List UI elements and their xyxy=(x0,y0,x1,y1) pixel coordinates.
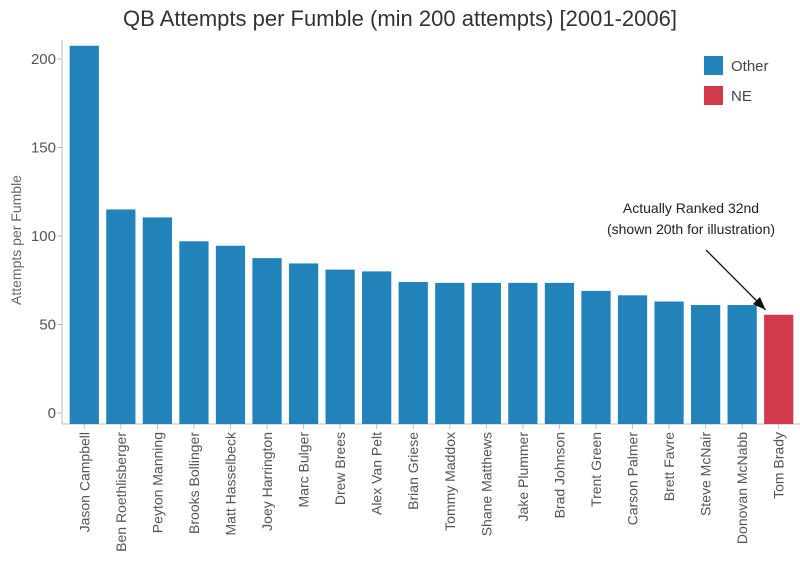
y-tick-label: 200 xyxy=(31,51,56,68)
bar-drew-brees xyxy=(325,269,355,424)
legend: Other NE xyxy=(704,56,769,105)
bar-jason-campbell xyxy=(69,45,99,424)
bar-brian-griese xyxy=(398,282,428,424)
legend-label: NE xyxy=(731,88,752,105)
legend-swatch xyxy=(704,56,723,75)
bar-trent-green xyxy=(581,290,611,424)
bar-matt-hasselbeck xyxy=(215,245,246,424)
bar-alex-van-pelt xyxy=(362,271,392,424)
category-label: Trent Green xyxy=(588,432,604,507)
category-label: Brett Favre xyxy=(661,432,677,501)
category-label: Steve McNair xyxy=(698,432,714,516)
category-label: Alex Van Pelt xyxy=(369,432,385,515)
bar-carson-palmer xyxy=(617,295,648,424)
category-label: Jason Campbell xyxy=(76,432,92,532)
category-label: Tommy Maddox xyxy=(442,432,458,531)
y-tick-label: 50 xyxy=(39,317,56,334)
bar-joey-harrington xyxy=(252,258,282,425)
category-label: Ben Roethlisberger xyxy=(113,432,129,552)
bar-donovan-mcnabb xyxy=(727,305,757,424)
legend-label: Other xyxy=(731,58,769,75)
chart-title: QB Attempts per Fumble (min 200 attempts… xyxy=(123,6,677,31)
category-label: Jake Plummer xyxy=(515,432,531,522)
annotation-text: (shown 20th for illustration) xyxy=(607,221,775,237)
category-label: Brooks Bollinger xyxy=(186,432,202,534)
category-label: Brian Griese xyxy=(405,432,421,510)
bar-brad-johnson xyxy=(544,282,575,424)
bar-jake-plummer xyxy=(508,282,538,424)
annotation-arrow-line xyxy=(705,249,767,311)
y-tick-label: 150 xyxy=(31,140,56,157)
category-label: Marc Bulger xyxy=(296,432,312,508)
annotation-text: Actually Ranked 32nd xyxy=(623,200,759,216)
bar-brett-favre xyxy=(654,301,684,424)
y-tick-label: 100 xyxy=(31,228,56,245)
category-labels: Jason Campbell Ben Roethlisberger Peyton M… xyxy=(76,424,787,552)
bar-marc-bulger xyxy=(288,263,319,424)
legend-swatch xyxy=(704,86,723,105)
bar-peyton-manning xyxy=(142,217,172,424)
category-label: Donovan McNabb xyxy=(734,432,750,544)
category-label: Carson Palmer xyxy=(625,432,641,526)
bar-shane-matthews xyxy=(471,282,501,424)
y-axis-title: Attempts per Fumble xyxy=(8,175,24,305)
bar-brooks-bollinger xyxy=(179,241,209,424)
category-label: Tom Brady xyxy=(771,432,787,499)
category-label: Brad Johnson xyxy=(551,432,567,518)
category-label: Matt Hasselbeck xyxy=(222,431,238,535)
y-tick-label: 0 xyxy=(48,405,56,422)
category-label: Peyton Manning xyxy=(149,432,165,533)
bars xyxy=(69,45,794,425)
bar-tom-brady xyxy=(764,314,794,424)
category-label: Joey Harrington xyxy=(259,432,275,531)
bar-steve-mcnair xyxy=(691,305,721,424)
bar-tommy-maddox xyxy=(435,282,465,424)
category-label: Shane Matthews xyxy=(478,432,494,536)
annotation: Actually Ranked 32nd (shown 20th for illu… xyxy=(607,200,775,311)
bar-ben-roethlisberger xyxy=(106,209,136,424)
annotation-arrow-head xyxy=(752,297,766,310)
category-label: Drew Brees xyxy=(332,432,348,505)
